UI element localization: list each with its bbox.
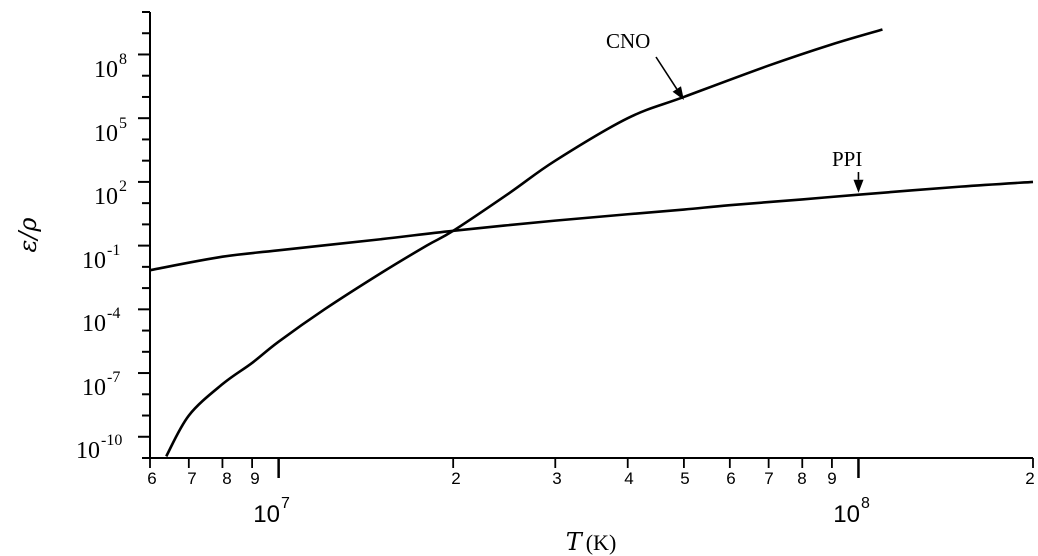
y-tick-label-exp: -10 bbox=[101, 432, 122, 449]
x-decade-label-exp: 8 bbox=[861, 495, 870, 512]
x-decade-label: 10 bbox=[833, 501, 860, 528]
y-tick-label: 10 bbox=[82, 311, 106, 337]
y-tick-label: 10 bbox=[94, 57, 118, 83]
x-minor-tick-label: 2 bbox=[451, 469, 460, 488]
x-minor-tick-label: 7 bbox=[187, 469, 196, 488]
arrow-shaft bbox=[655, 56, 678, 90]
y-tick-label-exp: 5 bbox=[119, 115, 127, 132]
y-tick-label-exp: 8 bbox=[119, 51, 127, 68]
y-tick-label-exp: -7 bbox=[107, 369, 120, 386]
annotation-cno-arrow bbox=[655, 56, 684, 100]
annotation-ppi-label: PPI bbox=[832, 147, 862, 171]
arrow-head bbox=[672, 86, 684, 100]
x-decade-label: 10 bbox=[253, 501, 280, 528]
x-minor-tick-label: 8 bbox=[222, 469, 231, 488]
x-minor-tick-label: 5 bbox=[680, 469, 689, 488]
series-line-ppi bbox=[149, 180, 1034, 272]
series-line-cno bbox=[165, 28, 883, 457]
x-minor-tick-label: 4 bbox=[624, 469, 633, 488]
y-tick-label-exp: 2 bbox=[119, 178, 127, 195]
y-tick-label: 10 bbox=[94, 184, 118, 210]
x-minor-tick-label: 6 bbox=[726, 469, 735, 488]
x-axis-title: T (K) bbox=[566, 528, 617, 556]
annotation-ppi-arrow bbox=[853, 172, 864, 193]
y-tick-label: 10 bbox=[82, 248, 106, 274]
x-minor-tick-label: 8 bbox=[797, 469, 806, 488]
y-tick-label: 10 bbox=[82, 375, 106, 401]
x-minor-tick-label: 9 bbox=[250, 469, 259, 488]
x-minor-tick-label: 3 bbox=[552, 469, 561, 488]
annotation-cno-label: CNO bbox=[606, 29, 650, 53]
x-decade-label-exp: 7 bbox=[281, 495, 290, 512]
y-tick-label-exp: -4 bbox=[107, 305, 120, 322]
y-tick-label-exp: -1 bbox=[107, 242, 120, 259]
axis-ticks bbox=[138, 11, 1034, 478]
y-axis-title: ε/ρ bbox=[14, 217, 42, 252]
x-minor-tick-label: 9 bbox=[827, 469, 836, 488]
x-minor-tick-label: 7 bbox=[764, 469, 773, 488]
arrow-head bbox=[853, 179, 864, 193]
y-tick-label: 10 bbox=[76, 438, 100, 464]
x-minor-tick-label: 2 bbox=[1025, 469, 1034, 488]
y-tick-label: 10 bbox=[94, 121, 118, 147]
x-minor-tick-label: 6 bbox=[147, 469, 156, 488]
